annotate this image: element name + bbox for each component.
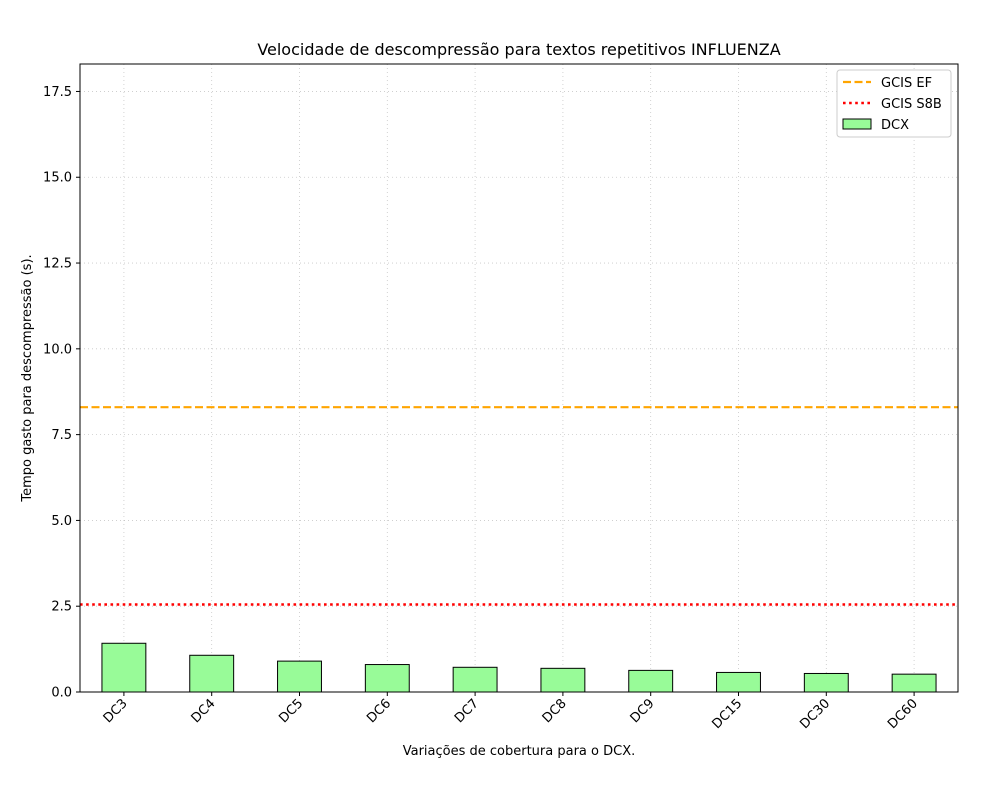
legend-label-gcis-ef: GCIS EF: [881, 76, 932, 91]
x-tick-label: DC60: [885, 696, 921, 732]
bar-dc30: [803, 672, 849, 693]
bar-dc6: [364, 664, 410, 693]
x-tick-label: DC4: [189, 696, 219, 726]
y-tick-label: 17.5: [43, 85, 72, 100]
y-tick-label: 0.0: [51, 686, 72, 701]
legend-swatch-dcx: [842, 118, 872, 130]
bar-dc15: [716, 671, 761, 693]
x-tick-label: DC6: [364, 696, 394, 726]
y-tick-label: 5.0: [51, 514, 72, 529]
grid: [80, 64, 958, 693]
bar-dc8: [540, 667, 586, 693]
y-axis-ticks: 0.0 2.5 5.0 7.5 10.0 12.5 15.0 17.5: [43, 85, 80, 701]
y-axis-label: Tempo gasto para descompressão (s).: [20, 254, 35, 502]
y-tick-label: 12.5: [43, 257, 72, 272]
plot-frame: [79, 63, 959, 693]
y-tick-label: 2.5: [51, 600, 72, 615]
bar-dc4: [189, 654, 235, 693]
x-tick-label: DC3: [101, 696, 131, 726]
bar-dc60: [891, 673, 937, 693]
chart-title: Velocidade de descompressão para textos …: [257, 40, 780, 59]
x-tick-label: DC5: [276, 696, 306, 726]
bar-dc9: [628, 669, 674, 693]
bar-dc3: [101, 642, 147, 693]
legend: GCIS EF GCIS S8B DCX: [836, 69, 952, 138]
x-tick-label: DC15: [710, 696, 746, 732]
y-tick-label: 15.0: [43, 171, 72, 186]
legend-label-gcis-s8b: GCIS S8B: [881, 97, 942, 112]
x-tick-label: DC30: [797, 696, 833, 732]
x-axis-label: Variações de cobertura para o DCX.: [403, 744, 636, 759]
x-axis-ticks: DC3 DC4 DC5 DC6 DC7 DC8 DC9 DC15 DC30 DC60: [101, 692, 921, 732]
x-tick-label: DC7: [452, 696, 482, 726]
bar-dc5: [277, 660, 322, 693]
bars: [101, 642, 937, 693]
legend-label-dcx: DCX: [881, 118, 909, 133]
x-tick-label: DC8: [540, 696, 570, 726]
x-tick-label: DC9: [628, 696, 658, 726]
y-tick-label: 7.5: [51, 428, 72, 443]
y-tick-label: 10.0: [43, 342, 72, 357]
reference-lines: [80, 406, 958, 606]
bar-dc7: [452, 666, 498, 693]
